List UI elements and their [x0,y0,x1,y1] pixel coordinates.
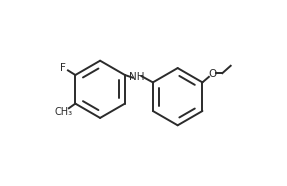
Text: F: F [60,63,66,73]
Text: NH: NH [129,72,145,82]
Text: CH₃: CH₃ [55,107,73,117]
Text: O: O [208,69,216,79]
